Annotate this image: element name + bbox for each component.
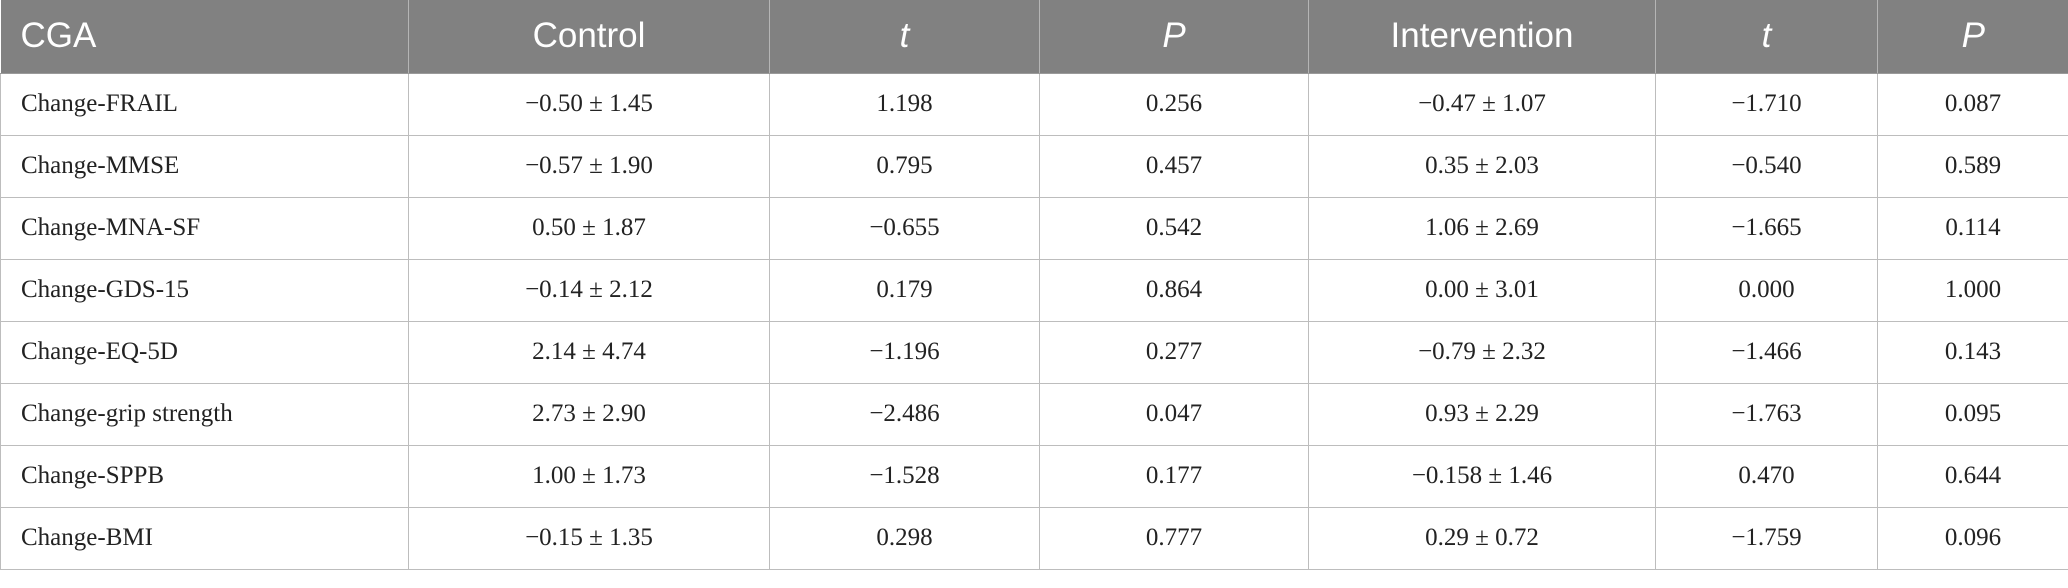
header-intervention-p: P: [1877, 0, 2068, 74]
cell-intervention-p: 0.143: [1877, 321, 2068, 384]
results-table-container: CGA Control t P Intervention t P Change-…: [0, 0, 2068, 570]
cell-control: −0.14 ± 2.12: [408, 259, 770, 322]
cell-intervention-t: −1.759: [1655, 507, 1878, 570]
cell-control-t: −0.655: [769, 197, 1040, 260]
header-control: Control: [408, 0, 770, 74]
table-row: Change-MNA-SF 0.50 ± 1.87 −0.655 0.542 1…: [0, 197, 2068, 260]
cell-intervention-p: 1.000: [1877, 259, 2068, 322]
cell-control-t: −1.528: [769, 445, 1040, 508]
table-row: Change-GDS-15 −0.14 ± 2.12 0.179 0.864 0…: [0, 259, 2068, 322]
results-table: CGA Control t P Intervention t P Change-…: [0, 0, 2068, 570]
cell-intervention-p: 0.589: [1877, 135, 2068, 198]
cell-measure: Change-MNA-SF: [0, 197, 409, 260]
cell-intervention-t: −1.665: [1655, 197, 1878, 260]
cell-measure: Change-GDS-15: [0, 259, 409, 322]
cell-control-p: 0.047: [1039, 383, 1309, 446]
cell-intervention-p: 0.096: [1877, 507, 2068, 570]
table-row: Change-BMI −0.15 ± 1.35 0.298 0.777 0.29…: [0, 507, 2068, 570]
cell-control: −0.50 ± 1.45: [408, 73, 770, 136]
cell-control: 1.00 ± 1.73: [408, 445, 770, 508]
cell-control-p: 0.457: [1039, 135, 1309, 198]
table-row: Change-SPPB 1.00 ± 1.73 −1.528 0.177 −0.…: [0, 445, 2068, 508]
cell-control-t: 0.298: [769, 507, 1040, 570]
cell-measure: Change-SPPB: [0, 445, 409, 508]
cell-control-t: 0.795: [769, 135, 1040, 198]
table-row: Change-MMSE −0.57 ± 1.90 0.795 0.457 0.3…: [0, 135, 2068, 198]
cell-control-p: 0.864: [1039, 259, 1309, 322]
cell-intervention-p: 0.644: [1877, 445, 2068, 508]
header-control-t: t: [769, 0, 1040, 74]
cell-intervention: −0.79 ± 2.32: [1308, 321, 1656, 384]
header-cga: CGA: [0, 0, 409, 74]
cell-control-t: −1.196: [769, 321, 1040, 384]
cell-control-p: 0.256: [1039, 73, 1309, 136]
header-intervention: Intervention: [1308, 0, 1656, 74]
cell-measure: Change-MMSE: [0, 135, 409, 198]
cell-intervention: −0.158 ± 1.46: [1308, 445, 1656, 508]
cell-intervention: 0.00 ± 3.01: [1308, 259, 1656, 322]
cell-intervention-p: 0.114: [1877, 197, 2068, 260]
cell-intervention-t: −1.763: [1655, 383, 1878, 446]
cell-control: −0.15 ± 1.35: [408, 507, 770, 570]
cell-control-t: 1.198: [769, 73, 1040, 136]
table-row: Change-FRAIL −0.50 ± 1.45 1.198 0.256 −0…: [0, 73, 2068, 136]
cell-intervention: −0.47 ± 1.07: [1308, 73, 1656, 136]
cell-control-t: −2.486: [769, 383, 1040, 446]
cell-control-p: 0.542: [1039, 197, 1309, 260]
cell-control-p: 0.777: [1039, 507, 1309, 570]
cell-control: 2.73 ± 2.90: [408, 383, 770, 446]
table-row: Change-EQ-5D 2.14 ± 4.74 −1.196 0.277 −0…: [0, 321, 2068, 384]
cell-intervention-p: 0.095: [1877, 383, 2068, 446]
cell-intervention-t: −1.466: [1655, 321, 1878, 384]
cell-control: 0.50 ± 1.87: [408, 197, 770, 260]
cell-control: −0.57 ± 1.90: [408, 135, 770, 198]
cell-measure: Change-BMI: [0, 507, 409, 570]
cell-control-t: 0.179: [769, 259, 1040, 322]
cell-measure: Change-EQ-5D: [0, 321, 409, 384]
cell-measure: Change-FRAIL: [0, 73, 409, 136]
header-control-p: P: [1039, 0, 1309, 74]
cell-control: 2.14 ± 4.74: [408, 321, 770, 384]
cell-intervention-p: 0.087: [1877, 73, 2068, 136]
cell-intervention-t: 0.000: [1655, 259, 1878, 322]
cell-intervention: 0.29 ± 0.72: [1308, 507, 1656, 570]
cell-control-p: 0.277: [1039, 321, 1309, 384]
cell-control-p: 0.177: [1039, 445, 1309, 508]
cell-measure: Change-grip strength: [0, 383, 409, 446]
table-header-row: CGA Control t P Intervention t P: [0, 0, 2068, 74]
table-row: Change-grip strength 2.73 ± 2.90 −2.486 …: [0, 383, 2068, 446]
cell-intervention-t: 0.470: [1655, 445, 1878, 508]
header-intervention-t: t: [1655, 0, 1878, 74]
cell-intervention: 0.35 ± 2.03: [1308, 135, 1656, 198]
cell-intervention-t: −0.540: [1655, 135, 1878, 198]
cell-intervention: 1.06 ± 2.69: [1308, 197, 1656, 260]
cell-intervention: 0.93 ± 2.29: [1308, 383, 1656, 446]
cell-intervention-t: −1.710: [1655, 73, 1878, 136]
